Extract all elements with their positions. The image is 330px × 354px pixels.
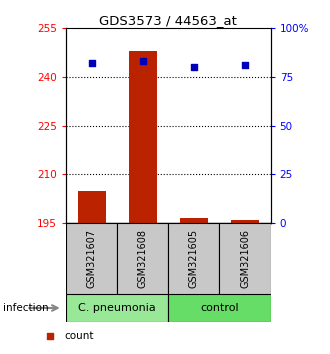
- Text: GSM321607: GSM321607: [86, 229, 97, 288]
- Text: GSM321606: GSM321606: [240, 229, 250, 288]
- Text: GSM321605: GSM321605: [189, 229, 199, 288]
- Bar: [117, 223, 168, 294]
- Bar: [231, 220, 259, 223]
- Text: infection: infection: [3, 303, 49, 313]
- Title: GDS3573 / 44563_at: GDS3573 / 44563_at: [99, 14, 237, 27]
- Text: C. pneumonia: C. pneumonia: [78, 303, 156, 313]
- Point: [47, 333, 52, 339]
- Bar: [168, 294, 271, 322]
- Bar: [66, 294, 168, 322]
- Bar: [180, 218, 208, 223]
- Text: count: count: [64, 331, 94, 341]
- Point: [89, 61, 94, 66]
- Bar: [168, 223, 219, 294]
- Bar: [129, 51, 157, 223]
- Text: GSM321608: GSM321608: [138, 229, 148, 288]
- Point: [191, 64, 196, 70]
- Bar: [66, 223, 117, 294]
- Point: [242, 63, 248, 68]
- Bar: [78, 190, 106, 223]
- Bar: [219, 223, 271, 294]
- Text: control: control: [200, 303, 239, 313]
- Point: [140, 58, 145, 64]
